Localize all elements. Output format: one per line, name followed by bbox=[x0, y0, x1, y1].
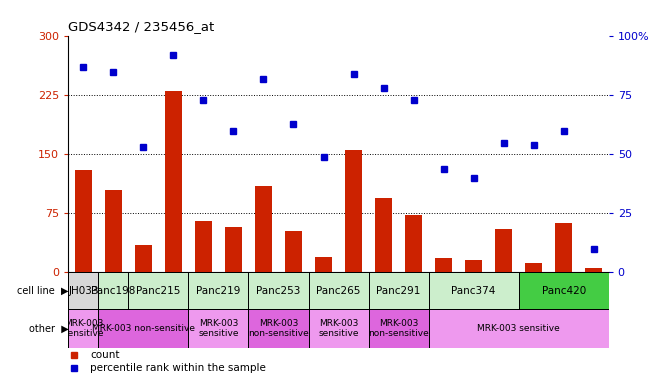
Bar bbox=[195, 221, 212, 272]
Text: GDS4342 / 235456_at: GDS4342 / 235456_at bbox=[68, 20, 215, 33]
Bar bbox=[525, 263, 542, 272]
Bar bbox=[135, 245, 152, 272]
Text: Panc215: Panc215 bbox=[136, 286, 180, 296]
Text: MRK-003
sensitive: MRK-003 sensitive bbox=[198, 319, 239, 338]
Text: MRK-003
non-sensitive: MRK-003 non-sensitive bbox=[368, 319, 429, 338]
Bar bbox=[68, 272, 98, 309]
Bar bbox=[368, 309, 428, 348]
Bar bbox=[249, 272, 309, 309]
Bar bbox=[585, 268, 602, 272]
Bar bbox=[495, 229, 512, 272]
Bar bbox=[375, 198, 392, 272]
Text: Panc291: Panc291 bbox=[376, 286, 421, 296]
Text: count: count bbox=[90, 350, 120, 360]
Bar bbox=[368, 272, 428, 309]
Bar bbox=[406, 215, 422, 272]
Bar bbox=[98, 309, 188, 348]
Text: Panc374: Panc374 bbox=[451, 286, 496, 296]
Bar bbox=[285, 232, 302, 272]
Bar bbox=[309, 309, 368, 348]
Text: MRK-003
non-sensitive: MRK-003 non-sensitive bbox=[248, 319, 309, 338]
Text: MRK-003
sensitive: MRK-003 sensitive bbox=[318, 319, 359, 338]
Text: JH033: JH033 bbox=[68, 286, 98, 296]
Bar bbox=[68, 309, 98, 348]
Text: Panc265: Panc265 bbox=[316, 286, 361, 296]
Bar bbox=[75, 170, 92, 272]
Text: Panc420: Panc420 bbox=[542, 286, 586, 296]
Text: Panc219: Panc219 bbox=[196, 286, 241, 296]
Bar bbox=[436, 258, 452, 272]
Text: Panc253: Panc253 bbox=[256, 286, 301, 296]
Text: Panc198: Panc198 bbox=[91, 286, 135, 296]
Bar bbox=[225, 227, 242, 272]
Bar bbox=[188, 309, 249, 348]
Bar bbox=[519, 272, 609, 309]
Bar bbox=[188, 272, 249, 309]
Bar bbox=[345, 151, 362, 272]
Bar bbox=[465, 260, 482, 272]
Bar bbox=[105, 190, 122, 272]
Text: MRK-003
sensitive: MRK-003 sensitive bbox=[63, 319, 104, 338]
Bar bbox=[128, 272, 188, 309]
Text: other  ▶: other ▶ bbox=[29, 324, 68, 334]
Bar bbox=[98, 272, 128, 309]
Bar bbox=[255, 186, 271, 272]
Text: MRK-003 non-sensitive: MRK-003 non-sensitive bbox=[92, 324, 195, 333]
Bar bbox=[315, 257, 332, 272]
Bar bbox=[428, 309, 609, 348]
Bar bbox=[555, 223, 572, 272]
Bar bbox=[165, 91, 182, 272]
Bar bbox=[249, 309, 309, 348]
Text: MRK-003 sensitive: MRK-003 sensitive bbox=[477, 324, 560, 333]
Bar bbox=[309, 272, 368, 309]
Bar bbox=[428, 272, 519, 309]
Text: percentile rank within the sample: percentile rank within the sample bbox=[90, 363, 266, 373]
Text: cell line  ▶: cell line ▶ bbox=[17, 286, 68, 296]
